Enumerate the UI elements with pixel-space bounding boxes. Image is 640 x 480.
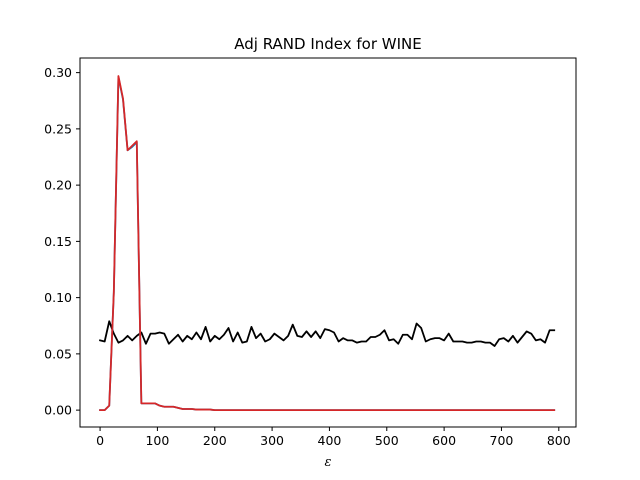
series-layer — [98, 75, 556, 412]
y-tick-label: 0.15 — [44, 234, 72, 249]
x-tick-label: 500 — [375, 433, 399, 448]
x-tick-label: 600 — [432, 433, 456, 448]
x-tick-label: 700 — [490, 433, 514, 448]
y-tick-label: 0.05 — [44, 346, 72, 361]
x-tick-label: 400 — [318, 433, 342, 448]
series-line-3 — [99, 75, 556, 412]
plot-frame — [79, 57, 577, 428]
x-tick-label: 300 — [260, 433, 284, 448]
y-tick-label: 0.00 — [44, 403, 72, 418]
x-tick-label: 100 — [145, 433, 169, 448]
y-tick-label: 0.10 — [44, 290, 72, 305]
series-line-1 — [98, 320, 556, 347]
x-tick-label: 200 — [203, 433, 227, 448]
y-tick-label: 0.25 — [44, 121, 72, 136]
x-axis-label: ε — [325, 455, 332, 470]
x-tick-label: 800 — [547, 433, 571, 448]
axes-layer: 0 100 200 300 400 500 600 700 800 0.00 0.05 0.10 0.1… — [44, 57, 577, 448]
y-tick-label: 0.30 — [44, 65, 72, 80]
x-tick-label: 0 — [96, 433, 104, 448]
y-tick-label: 0.20 — [44, 178, 72, 193]
chart-title: Adj RAND Index for WINE — [234, 35, 421, 53]
